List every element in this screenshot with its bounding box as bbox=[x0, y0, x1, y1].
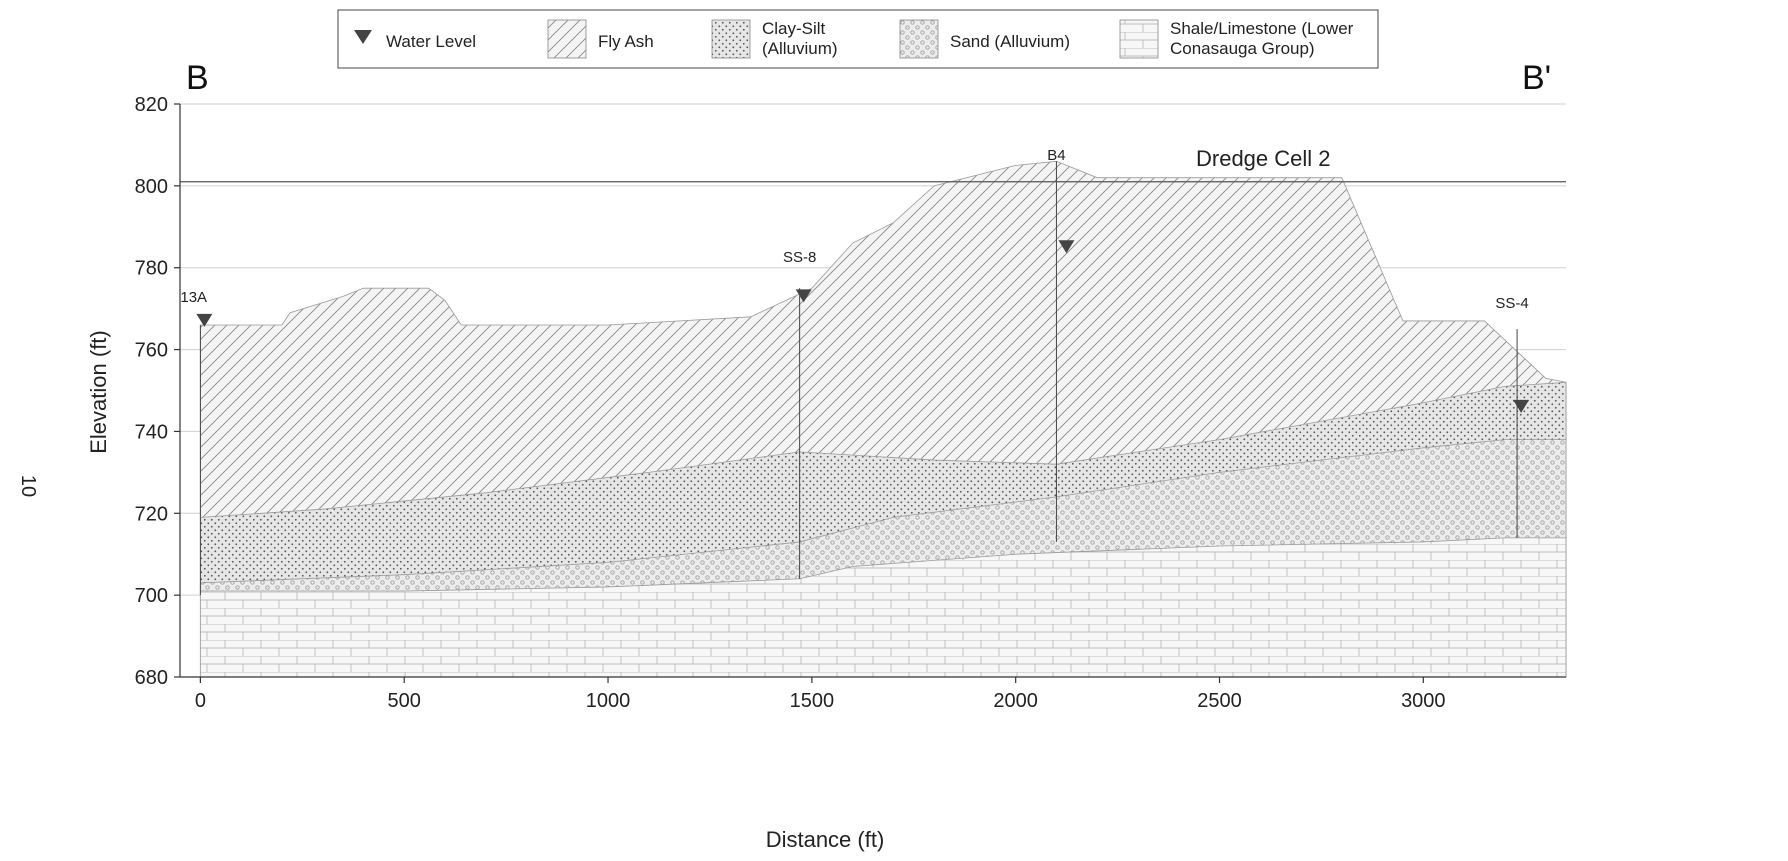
water-level-icon bbox=[1513, 399, 1530, 413]
y-axis-ticks: 680 700 720 740 760 780 800 820 bbox=[135, 94, 180, 689]
x-tick-label: 2000 bbox=[993, 690, 1038, 712]
water-level-icon bbox=[354, 30, 372, 44]
water-level-icon bbox=[795, 289, 812, 303]
y-tick-label: 700 bbox=[135, 585, 168, 607]
legend-label: Sand (Alluvium) bbox=[950, 32, 1070, 51]
y-tick-label: 780 bbox=[135, 258, 168, 280]
water-level-icon bbox=[196, 313, 213, 327]
legend-label: (Alluvium) bbox=[762, 39, 838, 58]
well-label: SS-8 bbox=[783, 249, 816, 266]
y-tick-label: 760 bbox=[135, 340, 168, 362]
y-tick-label: 740 bbox=[135, 421, 168, 443]
legend-swatch bbox=[711, 19, 751, 59]
well-b4: B4 bbox=[1047, 147, 1075, 542]
x-axis-title: Distance (ft) bbox=[766, 827, 885, 852]
well-ss-4: SS-4 bbox=[1495, 295, 1530, 538]
water-level-icon bbox=[1058, 240, 1075, 254]
x-tick-label: 1500 bbox=[790, 690, 835, 712]
section-start-label: B bbox=[186, 59, 209, 97]
legend-label: Water Level bbox=[386, 32, 476, 51]
section-end-label: B' bbox=[1522, 59, 1551, 97]
legend-item-water: Water Level bbox=[354, 30, 476, 51]
well-label: SS-4 bbox=[1495, 295, 1528, 312]
x-tick-label: 2500 bbox=[1197, 690, 1242, 712]
x-tick-label: 0 bbox=[195, 690, 206, 712]
x-tick-label: 3000 bbox=[1401, 690, 1446, 712]
x-tick-label: 500 bbox=[388, 690, 421, 712]
y-tick-label: 680 bbox=[135, 667, 168, 689]
well-13a: 13A bbox=[180, 289, 213, 596]
plot-area: 13A SS-8 B4 SS-4 bbox=[179, 103, 1567, 678]
y-tick-label: 720 bbox=[135, 503, 168, 525]
well-label: 13A bbox=[180, 289, 207, 306]
x-axis-ticks: 0 500 1000 1500 2000 2500 3000 bbox=[195, 677, 1446, 712]
legend-label: Clay-Silt bbox=[762, 19, 826, 38]
legend-swatch bbox=[547, 19, 587, 59]
page-marker: 10 bbox=[17, 475, 39, 497]
y-axis-title: Elevation (ft) bbox=[86, 330, 111, 454]
legend-box bbox=[337, 9, 1379, 69]
legend-item-claysilt: Clay-Silt(Alluvium) bbox=[711, 19, 838, 59]
x-tick-label: 1000 bbox=[586, 690, 631, 712]
legend: Water Level Fly Ash Clay-Silt(Alluvium) San… bbox=[337, 9, 1379, 69]
legend-item-sand: Sand (Alluvium) bbox=[899, 19, 1070, 59]
well-ss-8: SS-8 bbox=[783, 249, 816, 579]
y-tick-label: 800 bbox=[135, 176, 168, 198]
legend-label: Shale/Limestone (Lower bbox=[1170, 19, 1354, 38]
legend-item-flyash: Fly Ash bbox=[547, 19, 654, 59]
well-label: B4 bbox=[1047, 147, 1065, 164]
legend-label: Conasauga Group) bbox=[1170, 39, 1315, 58]
dredge-cell-label: Dredge Cell 2 bbox=[1196, 146, 1331, 171]
legend-label: Fly Ash bbox=[598, 32, 654, 51]
legend-swatch bbox=[1119, 19, 1159, 59]
legend-swatch bbox=[899, 19, 939, 59]
y-tick-label: 820 bbox=[135, 94, 168, 116]
